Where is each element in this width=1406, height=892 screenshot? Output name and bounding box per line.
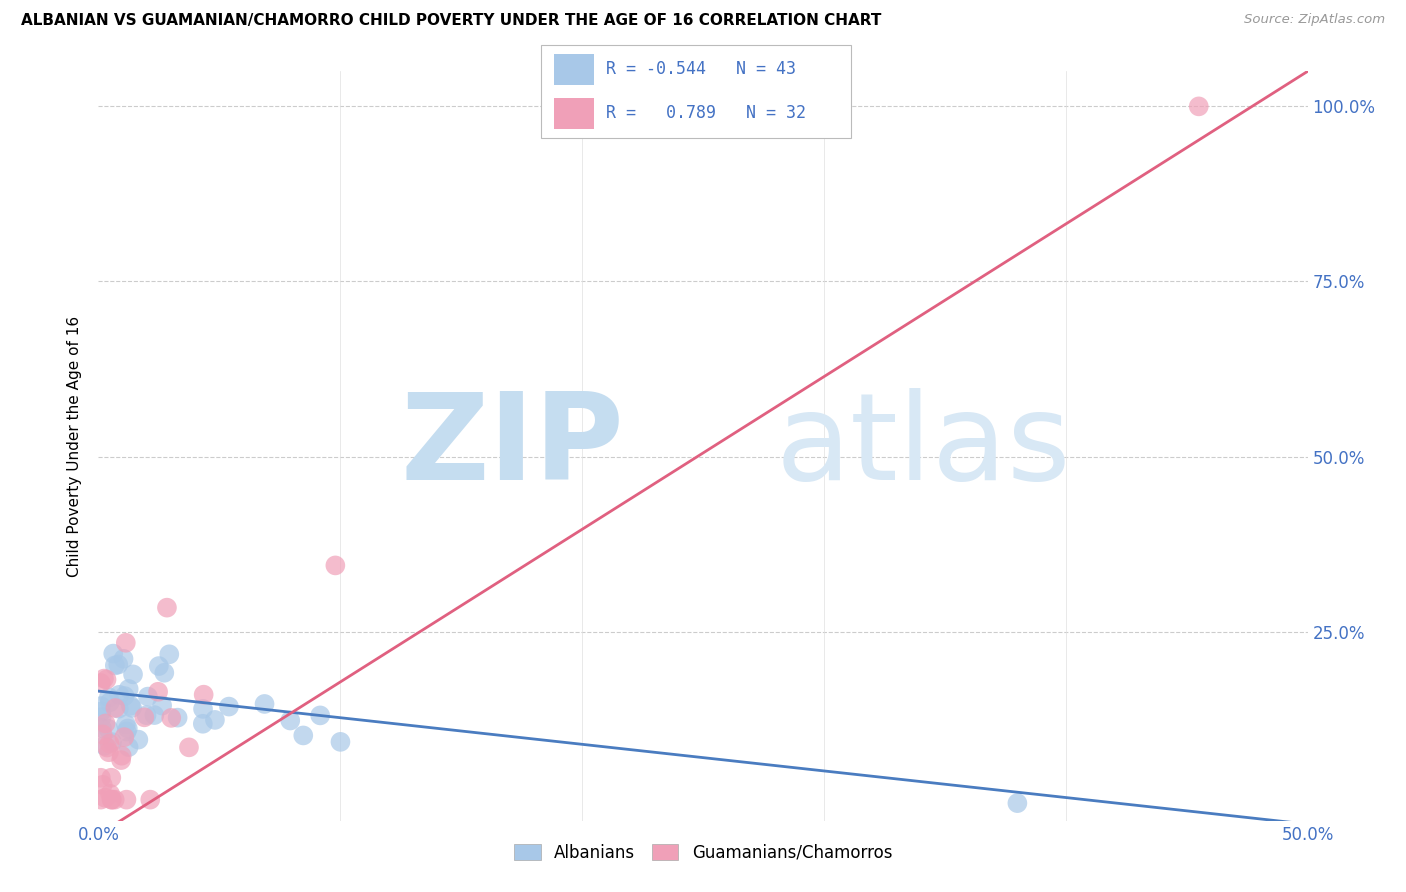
Point (112, 652, 135, 666)
Point (111, 748, 134, 763)
Point (103, 647, 125, 661)
Point (191, 702, 214, 716)
Point (1007, 796, 1029, 810)
Point (98, 695, 121, 709)
Point (90, 721, 112, 735)
Point (292, 728, 315, 742)
Point (117, 740, 139, 755)
Point (107, 657, 129, 672)
Point (127, 732, 149, 747)
FancyBboxPatch shape (541, 45, 851, 138)
Point (177, 740, 200, 755)
Point (1188, 99, 1211, 113)
Y-axis label: Child Poverty Under the Age of 16: Child Poverty Under the Age of 16 (67, 316, 83, 576)
Point (309, 708, 332, 723)
Text: ZIP: ZIP (401, 387, 624, 505)
Point (150, 698, 173, 713)
Point (160, 711, 183, 725)
Point (117, 722, 139, 736)
Text: R =   0.789   N = 32: R = 0.789 N = 32 (606, 104, 806, 122)
Point (101, 735, 124, 749)
Point (96, 673, 118, 687)
Point (90, 792, 112, 806)
Point (97, 745, 120, 759)
Legend: Albanians, Guamanians/Chamorros: Albanians, Guamanians/Chamorros (508, 838, 898, 869)
Point (253, 697, 276, 711)
Point (100, 792, 122, 806)
Point (278, 714, 301, 728)
Point (122, 667, 145, 681)
Point (104, 792, 127, 806)
Point (121, 701, 143, 715)
FancyBboxPatch shape (554, 98, 593, 129)
Point (120, 698, 142, 713)
Point (115, 792, 138, 806)
Point (90, 705, 112, 719)
Point (134, 710, 156, 724)
Point (96, 740, 118, 755)
Point (91, 778, 114, 792)
Point (104, 701, 127, 715)
Point (91, 727, 114, 741)
Point (156, 600, 179, 615)
Point (146, 685, 169, 699)
Point (329, 735, 352, 749)
Point (108, 688, 131, 702)
Point (98, 787, 121, 801)
Point (118, 681, 141, 696)
Point (166, 711, 188, 725)
Point (153, 665, 176, 680)
Point (204, 713, 226, 727)
Point (148, 659, 170, 673)
Point (112, 730, 135, 744)
Point (191, 716, 214, 731)
Point (98, 737, 121, 751)
Point (97, 690, 120, 705)
Point (93, 672, 115, 686)
Point (94, 790, 117, 805)
Point (90, 771, 112, 785)
Point (93, 739, 115, 753)
Point (94, 716, 117, 731)
Point (157, 648, 180, 662)
Text: ALBANIAN VS GUAMANIAN/CHAMORRO CHILD POVERTY UNDER THE AGE OF 16 CORRELATION CHA: ALBANIAN VS GUAMANIAN/CHAMORRO CHILD POV… (21, 13, 882, 29)
Point (110, 753, 132, 767)
Point (115, 724, 138, 739)
Point (90, 710, 112, 724)
Point (136, 690, 159, 704)
Point (100, 771, 122, 785)
Point (139, 792, 162, 806)
Point (135, 708, 157, 723)
Point (97, 722, 120, 736)
Text: R = -0.544   N = 43: R = -0.544 N = 43 (606, 61, 796, 78)
Point (143, 708, 166, 723)
Point (114, 689, 136, 703)
Point (104, 658, 127, 673)
Point (115, 717, 138, 731)
Text: Source: ZipAtlas.com: Source: ZipAtlas.com (1244, 13, 1385, 27)
Point (107, 701, 129, 715)
Point (100, 792, 122, 806)
Point (114, 636, 136, 650)
Point (193, 688, 215, 702)
FancyBboxPatch shape (554, 54, 593, 85)
Text: atlas: atlas (776, 387, 1071, 505)
Point (90, 676, 112, 690)
Point (90, 699, 112, 714)
Point (218, 699, 240, 714)
Point (325, 558, 347, 573)
